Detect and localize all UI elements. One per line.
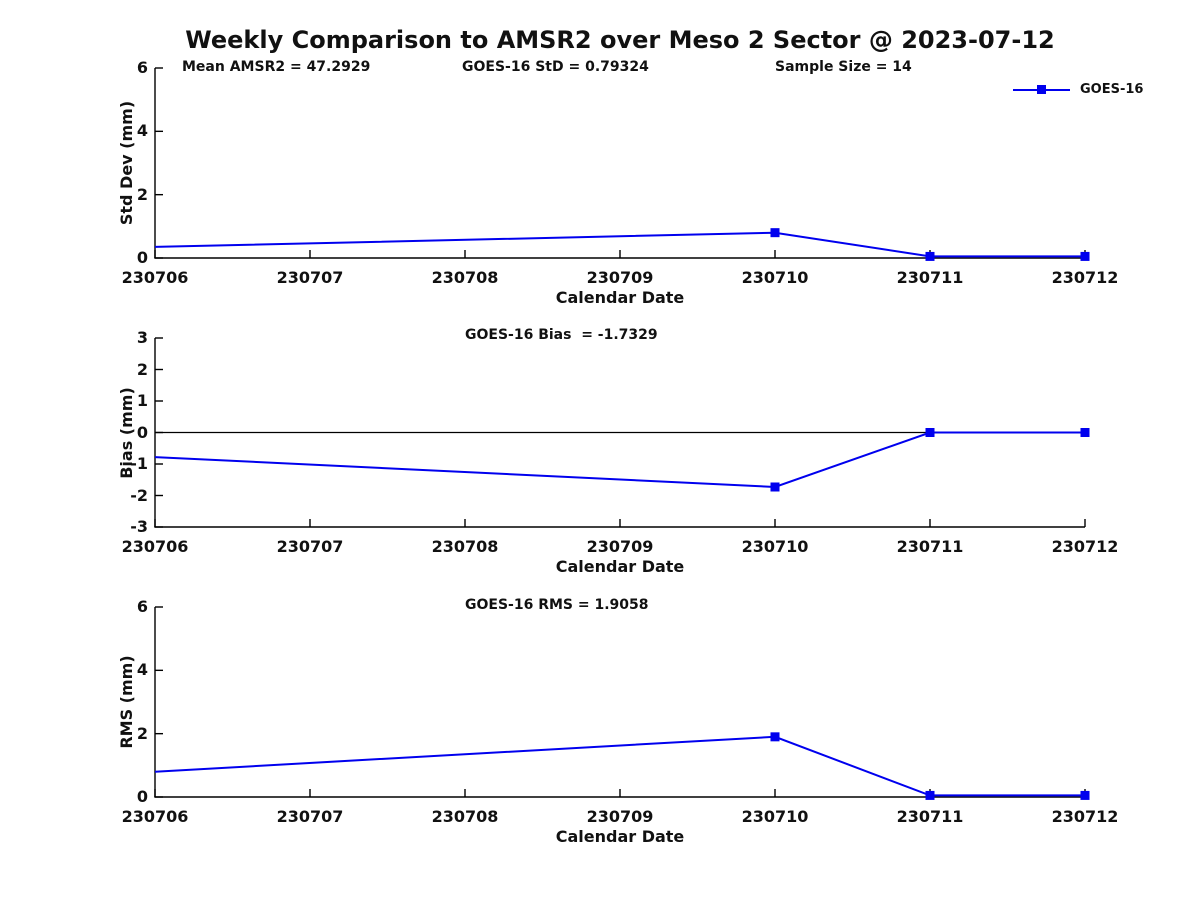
data-point-marker: [925, 790, 935, 800]
data-point-marker: [770, 482, 780, 492]
data-point-marker: [1080, 790, 1090, 800]
x-tick-label: 230712: [1051, 537, 1119, 556]
figure-title: Weekly Comparison to AMSR2 over Meso 2 S…: [185, 26, 1055, 54]
y-tick-label: 2: [136, 184, 148, 204]
data-point-marker: [925, 251, 935, 261]
x-tick-label: 230710: [741, 268, 809, 287]
x-tick-label: 230707: [276, 807, 344, 826]
data-line: [154, 431, 1085, 489]
x-tick-label: 230710: [741, 807, 809, 826]
x-tick-label: 230711: [896, 268, 964, 287]
x-tick-label: 230707: [276, 268, 344, 287]
data-point-marker: [1080, 428, 1090, 437]
y-tick-label: 6: [136, 597, 148, 616]
y-tick-label: 0: [136, 248, 148, 267]
legend: GOES-16: [1013, 82, 1143, 97]
x-tick-label: 230709: [586, 807, 654, 826]
y-tick-label: 4: [136, 121, 148, 141]
x-tick-label: 230709: [586, 268, 654, 287]
x-tick-label: 230711: [896, 807, 964, 826]
x-tick-label: 230706: [121, 807, 189, 826]
y-tick-label: -3: [130, 517, 148, 536]
x-tick-label: 230706: [121, 268, 189, 287]
x-tick-label: 230709: [586, 537, 654, 556]
x-tick-label: 230710: [741, 537, 809, 556]
y-tick-label: -2: [130, 485, 148, 505]
data-point-marker: [770, 732, 780, 742]
x-tick-label: 230712: [1051, 807, 1119, 826]
y-tick-label: 6: [136, 58, 148, 77]
y-tick-label: 4: [136, 660, 148, 680]
x-tick-label: 230708: [431, 537, 499, 556]
x-axis-label: Calendar Date: [555, 557, 685, 576]
legend-line-sample: [1013, 85, 1070, 94]
x-tick-label: 230708: [431, 807, 499, 826]
y-tick-label: -1: [130, 454, 148, 473]
annotation: Sample Size = 14: [775, 59, 912, 75]
y-axis-label: RMS (mm): [117, 655, 136, 749]
data-point-marker: [925, 428, 935, 437]
x-tick-label: 230707: [276, 537, 344, 556]
annotation: GOES-16 RMS = 1.9058: [465, 597, 649, 613]
y-tick-label: 0: [136, 422, 148, 442]
legend-label: GOES-16: [1080, 82, 1144, 97]
y-tick-label: 2: [136, 723, 148, 743]
y-tick-label: 0: [136, 787, 148, 806]
data-point-marker: [1080, 251, 1090, 261]
x-tick-label: 230706: [121, 537, 189, 556]
y-tick-label: 3: [136, 328, 148, 347]
y-tick-label: 1: [136, 391, 148, 410]
legend-square-marker-icon: [1037, 85, 1046, 94]
x-axis-label: Calendar Date: [555, 288, 685, 307]
x-tick-label: 230708: [431, 268, 499, 287]
annotation: GOES-16 Bias = -1.7329: [465, 327, 658, 343]
x-tick-label: 230711: [896, 537, 964, 556]
y-axis-label: Bias (mm): [117, 386, 136, 479]
y-axis-label: Std Dev (mm): [117, 100, 136, 226]
x-axis-label: Calendar Date: [555, 827, 685, 846]
annotation: Mean AMSR2 = 47.2929: [182, 59, 371, 75]
y-tick-label: 2: [136, 359, 148, 379]
x-tick-label: 230712: [1051, 268, 1119, 287]
data-point-marker: [770, 228, 780, 238]
data-line: [154, 231, 1085, 258]
annotation: GOES-16 StD = 0.79324: [462, 59, 649, 75]
data-line: [154, 735, 1085, 797]
